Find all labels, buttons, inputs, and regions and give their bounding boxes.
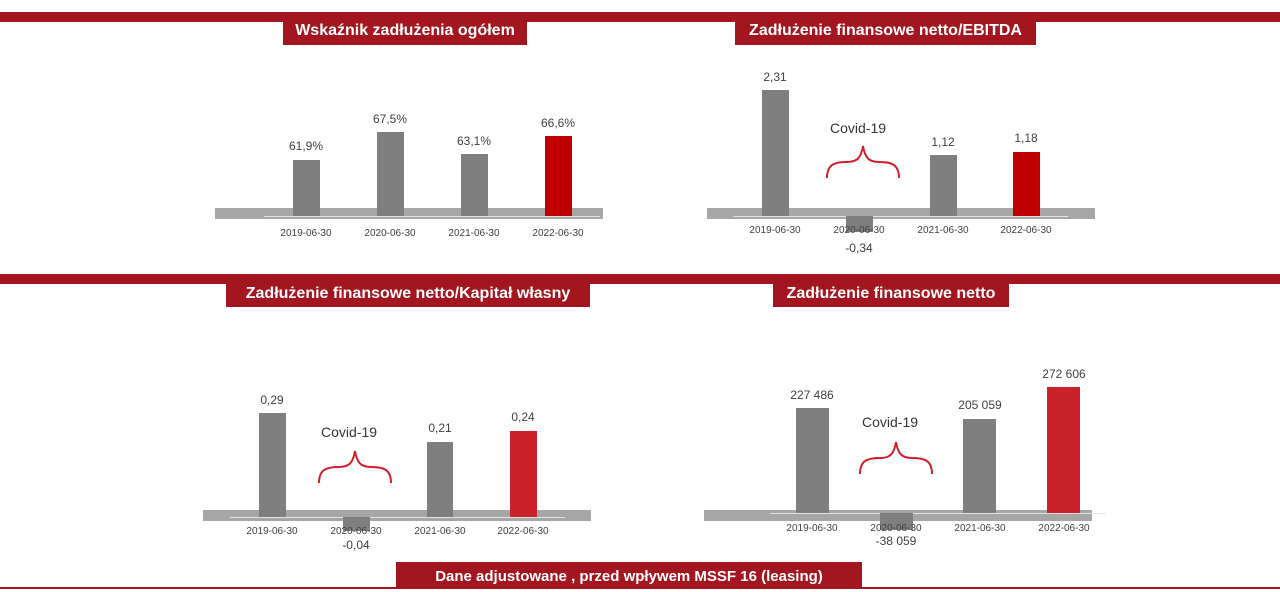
x-tick-label: 2019-06-30 — [246, 526, 298, 537]
axis-line — [770, 513, 1106, 514]
value-label: 63,1% — [456, 134, 492, 148]
curly-brace-icon — [826, 145, 900, 179]
value-label: 66,6% — [540, 116, 576, 130]
chart-title: Zadłużenie finansowe netto — [773, 280, 1009, 307]
axis-floor — [203, 510, 591, 521]
value-label: 1,12 — [931, 135, 955, 149]
curly-brace-icon — [318, 450, 392, 484]
value-label: 0,24 — [511, 410, 535, 424]
value-label: 67,5% — [372, 112, 408, 126]
bar-2019 — [762, 90, 789, 216]
axis-line — [733, 216, 1068, 217]
x-tick-label: 2021-06-30 — [954, 523, 1006, 534]
x-tick-label: 2022-06-30 — [1000, 225, 1052, 236]
x-tick-label: 2020-06-30 — [870, 523, 922, 534]
bar-2022 — [545, 136, 572, 216]
bar-2020 — [377, 132, 404, 216]
x-tick-label: 2020-06-30 — [833, 225, 885, 236]
value-label: 2,31 — [763, 70, 787, 84]
x-tick-label: 2022-06-30 — [497, 526, 549, 537]
value-label: -38 059 — [875, 534, 917, 548]
covid-annotation: Covid-19 — [829, 120, 887, 136]
value-label: 1,18 — [1014, 131, 1038, 145]
x-tick-label: 2021-06-30 — [917, 225, 969, 236]
value-label: 205 059 — [958, 398, 1002, 412]
x-tick-label: 2019-06-30 — [280, 228, 332, 239]
bar-2020-negative — [846, 216, 873, 232]
bar-2020-negative — [880, 513, 913, 530]
chart-title: Zadłużenie finansowe netto/EBITDA — [735, 17, 1036, 45]
top-separator-band — [0, 12, 1280, 22]
bar-2021 — [930, 155, 957, 216]
x-tick-label: 2021-06-30 — [414, 526, 466, 537]
bar-2022 — [1047, 387, 1080, 513]
chart-title: Zadłużenie finansowe netto/Kapitał własn… — [226, 280, 590, 307]
bar-2021 — [461, 154, 488, 216]
x-tick-label: 2019-06-30 — [749, 225, 801, 236]
value-label: 61,9% — [288, 139, 324, 153]
x-tick-label: 2020-06-30 — [364, 228, 416, 239]
axis-line — [264, 216, 600, 217]
footer-note: Dane adjustowane , przed wpływem MSSF 16… — [396, 562, 862, 589]
bar-2022 — [510, 431, 537, 517]
value-label: -0,34 — [845, 241, 873, 255]
axis-floor — [215, 208, 603, 219]
x-tick-label: 2019-06-30 — [786, 523, 838, 534]
bar-2021 — [427, 442, 453, 517]
value-label: 0,21 — [428, 421, 452, 435]
x-tick-label: 2020-06-30 — [330, 526, 382, 537]
axis-floor — [707, 208, 1095, 219]
covid-annotation: Covid-19 — [320, 424, 378, 440]
x-tick-label: 2021-06-30 — [448, 228, 500, 239]
x-tick-label: 2022-06-30 — [1038, 523, 1090, 534]
bar-2020-negative — [343, 517, 370, 531]
bar-2021 — [963, 419, 996, 513]
value-label: 272 606 — [1042, 367, 1086, 381]
value-label: 227 486 — [790, 388, 834, 402]
value-label: 0,29 — [260, 393, 284, 407]
bar-2019 — [796, 408, 829, 513]
middle-separator-band — [0, 274, 1280, 284]
value-label: -0,04 — [342, 538, 370, 552]
bar-2019 — [259, 413, 286, 517]
bar-2019 — [293, 160, 320, 216]
curly-brace-icon — [859, 441, 933, 475]
covid-annotation: Covid-19 — [861, 414, 919, 430]
bar-2022 — [1013, 152, 1040, 216]
x-tick-label: 2022-06-30 — [532, 228, 584, 239]
chart-title: Wskaźnik zadłużenia ogółem — [283, 17, 527, 45]
axis-line — [230, 517, 565, 518]
